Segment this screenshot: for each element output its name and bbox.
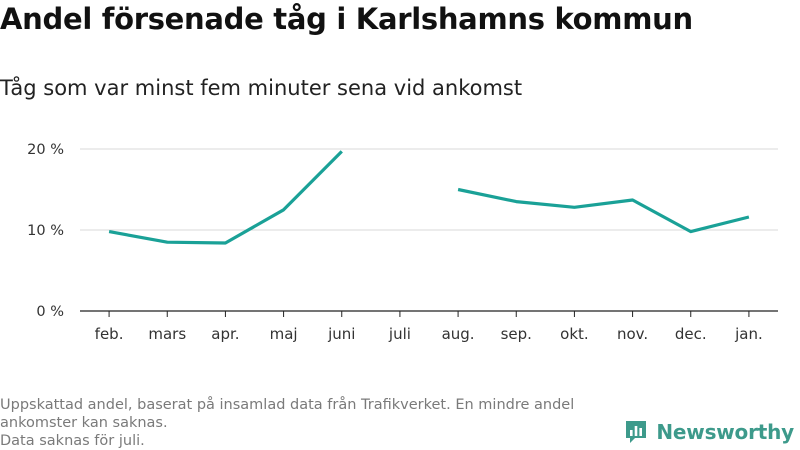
series-line-segment xyxy=(457,187,750,234)
series-line-segment xyxy=(108,150,343,245)
x-axis xyxy=(80,310,778,317)
y-tick-label: 10 % xyxy=(27,223,64,239)
y-tick-label: 20 % xyxy=(27,142,64,158)
y-gridlines xyxy=(80,148,778,231)
x-tick-label: mars xyxy=(148,325,186,343)
x-tick-label: juli xyxy=(388,325,411,343)
chart-title: Andel försenade tåg i Karlshamns kommun xyxy=(0,2,693,36)
newsworthy-bar-chart-icon xyxy=(626,421,647,443)
y-tick-label: 0 % xyxy=(36,304,64,320)
newsworthy-logo: Newsworthy xyxy=(624,419,794,445)
footnote-line: ankomster kan saknas. xyxy=(0,415,168,431)
x-tick-label: maj xyxy=(270,325,298,343)
footnote-line: Data saknas för juli. xyxy=(0,433,145,449)
x-tick-label: juni xyxy=(327,325,355,343)
y-tick-labels: 0 % 10 % 20 % xyxy=(27,142,64,320)
x-tick-label: apr. xyxy=(211,325,239,343)
logo-text: Newsworthy xyxy=(656,420,794,444)
x-tick-label: okt. xyxy=(560,325,589,343)
chart-subtitle: Tåg som var minst fem minuter sena vid a… xyxy=(0,76,523,100)
x-tick-label: sep. xyxy=(501,325,532,343)
x-tick-label: aug. xyxy=(442,325,475,343)
footnote-line: Uppskattad andel, baserat på insamlad da… xyxy=(0,397,575,413)
x-tick-label: jan. xyxy=(734,325,763,343)
x-tick-label: nov. xyxy=(617,325,648,343)
chart-footnote: Uppskattad andel, baserat på insamlad da… xyxy=(0,396,640,450)
x-tick-label: feb. xyxy=(95,325,124,343)
x-tick-labels: feb. mars apr. maj juni juli aug. sep. okt. nov. d… xyxy=(95,325,763,343)
x-tick-label: dec. xyxy=(675,325,707,343)
data-lines xyxy=(108,150,750,245)
